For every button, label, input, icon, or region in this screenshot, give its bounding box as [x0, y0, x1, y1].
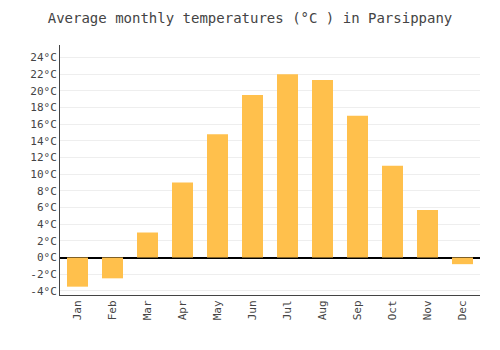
svg-text:-2°C: -2°C: [30, 268, 57, 281]
svg-text:Average monthly temperatures (: Average monthly temperatures (°C ) in Pa…: [48, 10, 453, 26]
svg-text:Jul: Jul: [281, 300, 294, 320]
svg-text:Nov: Nov: [421, 300, 434, 320]
svg-text:Feb: Feb: [106, 300, 119, 320]
svg-text:22°C: 22°C: [30, 68, 57, 81]
svg-text:16°C: 16°C: [30, 118, 57, 131]
svg-text:Jan: Jan: [71, 300, 84, 320]
svg-text:4°C: 4°C: [37, 218, 57, 231]
svg-text:6°C: 6°C: [37, 201, 57, 214]
svg-text:24°C: 24°C: [30, 51, 57, 64]
svg-text:Mar: Mar: [141, 300, 154, 320]
svg-text:May: May: [211, 300, 224, 320]
svg-text:12°C: 12°C: [30, 151, 57, 164]
svg-text:Sep: Sep: [351, 300, 364, 320]
svg-text:Jun: Jun: [246, 300, 259, 320]
svg-text:0°C: 0°C: [37, 251, 57, 264]
svg-text:18°C: 18°C: [30, 101, 57, 114]
svg-text:Aug: Aug: [316, 300, 329, 320]
svg-text:8°C: 8°C: [37, 185, 57, 198]
svg-text:-4°C: -4°C: [30, 285, 57, 298]
svg-text:14°C: 14°C: [30, 135, 57, 148]
svg-text:10°C: 10°C: [30, 168, 57, 181]
svg-text:2°C: 2°C: [37, 235, 57, 248]
svg-text:Oct: Oct: [386, 300, 399, 320]
svg-text:Dec: Dec: [456, 300, 469, 320]
svg-text:20°C: 20°C: [30, 85, 57, 98]
svg-text:Apr: Apr: [176, 300, 189, 320]
